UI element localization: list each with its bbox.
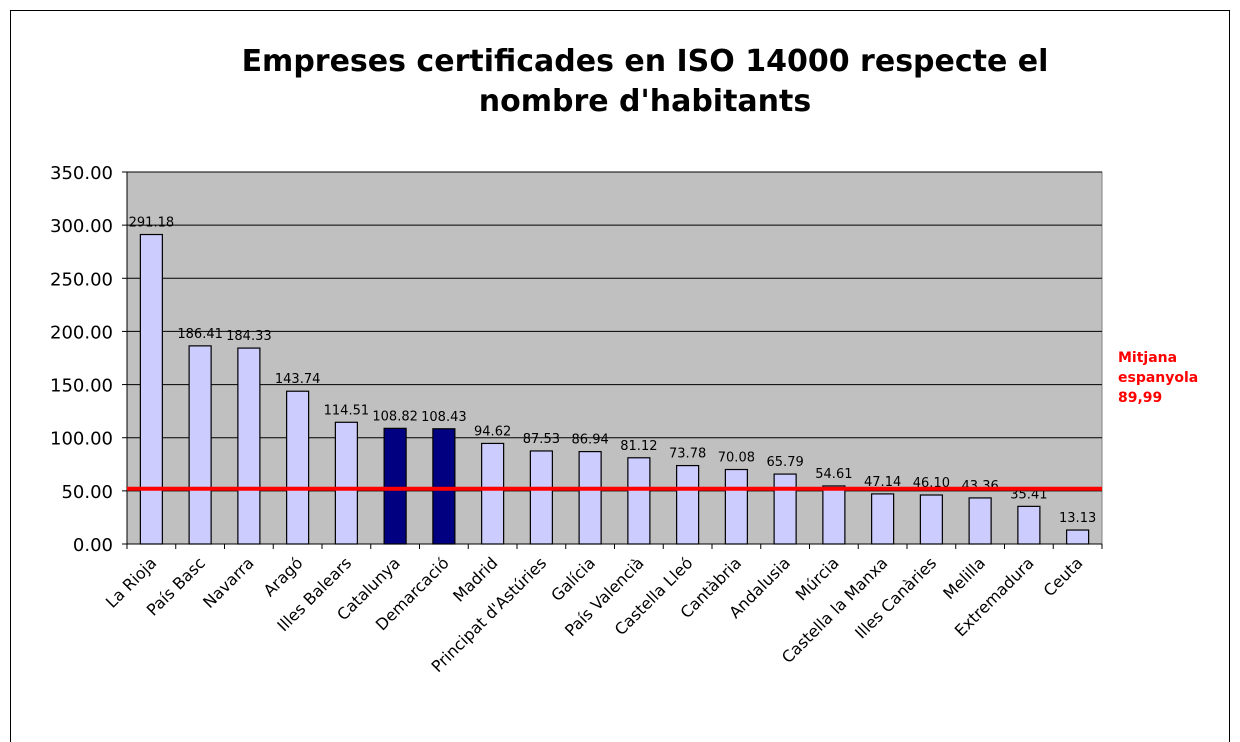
data-label: 81.12 <box>620 439 657 454</box>
bar <box>237 347 261 545</box>
bar <box>334 421 358 545</box>
y-tick-label: 250.00 <box>50 269 113 290</box>
y-tick-label: 350.00 <box>50 163 113 184</box>
data-label: 291.18 <box>129 216 175 231</box>
y-tick-label: 0.00 <box>73 535 113 556</box>
data-label: 47.14 <box>864 475 901 490</box>
chart-title: Empreses certificades en ISO 14000 respe… <box>241 44 1049 119</box>
data-label: 94.62 <box>474 424 511 439</box>
annotation: Mitjana espanyola 89,99 <box>1118 350 1199 406</box>
bar <box>627 457 651 545</box>
data-label: 108.43 <box>421 410 467 425</box>
bar <box>139 233 163 545</box>
data-label: 184.33 <box>226 329 272 344</box>
bar <box>773 473 797 545</box>
data-label: 35.41 <box>1010 487 1047 502</box>
data-label: 108.82 <box>372 409 418 424</box>
bar <box>529 450 553 545</box>
data-label: 73.78 <box>669 447 706 462</box>
bar <box>822 485 846 545</box>
y-tick-label: 150.00 <box>50 376 113 397</box>
data-label: 70.08 <box>718 451 755 466</box>
bar <box>383 427 407 545</box>
data-label: 13.13 <box>1059 511 1096 526</box>
bar <box>481 442 505 545</box>
bar <box>871 493 895 545</box>
data-label: 65.79 <box>767 455 804 470</box>
data-label: 86.94 <box>572 433 609 448</box>
data-label: 54.61 <box>815 467 852 482</box>
bar <box>676 464 700 545</box>
y-tick-label: 100.00 <box>50 429 113 450</box>
y-tick-label: 300.00 <box>50 216 113 237</box>
bar <box>1017 505 1041 545</box>
bar <box>578 450 602 545</box>
bar <box>286 390 310 545</box>
data-label: 186.41 <box>177 327 223 342</box>
bar <box>968 497 992 545</box>
bar <box>919 494 943 545</box>
bar <box>432 428 456 545</box>
bar <box>188 345 212 545</box>
y-tick-label: 200.00 <box>50 322 113 343</box>
bar <box>724 468 748 545</box>
y-tick-label: 50.00 <box>61 482 113 503</box>
bar <box>1066 529 1090 545</box>
data-label: 143.74 <box>275 372 321 387</box>
data-label: 114.51 <box>324 403 370 418</box>
data-label: 87.53 <box>523 432 560 447</box>
data-label: 43.36 <box>962 479 999 494</box>
